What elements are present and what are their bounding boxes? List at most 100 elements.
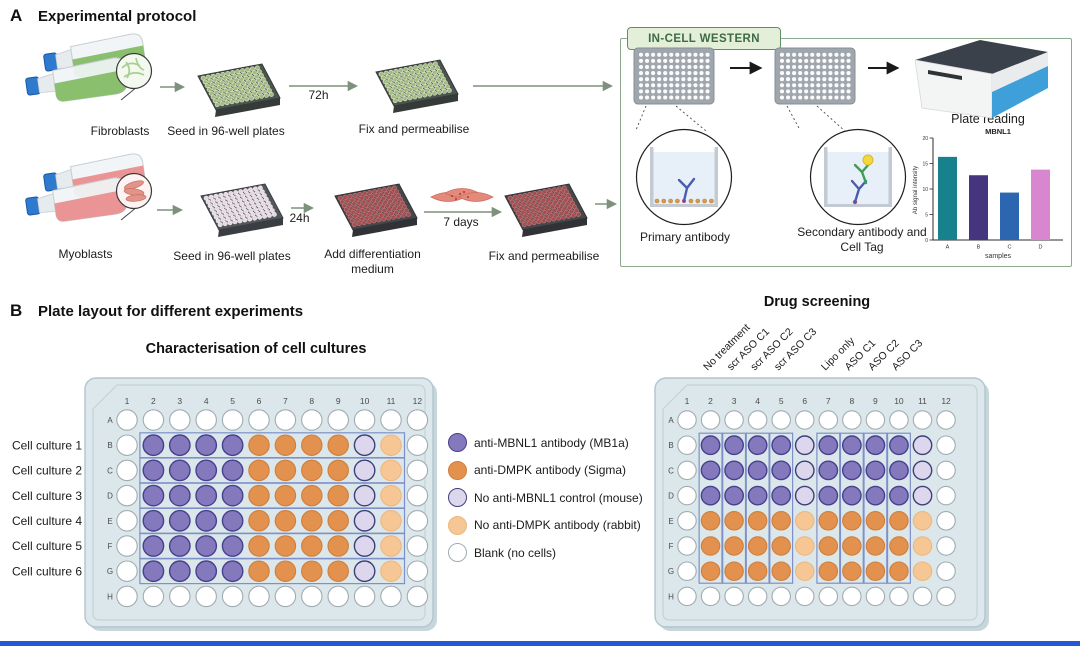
well-characterisation-E11: [380, 510, 402, 532]
well-characterisation-E7: [274, 510, 297, 532]
well-characterisation-H5: [221, 585, 244, 608]
diff-plate-red-icon: [334, 183, 418, 237]
well-characterisation-B2: [142, 434, 165, 457]
col-number-12: 12: [941, 396, 951, 406]
well-characterisation-G5: [221, 560, 244, 583]
svg-text:15: 15: [922, 161, 928, 167]
well-drug-screening-H12: [936, 586, 956, 607]
well-drug-screening-H11: [912, 586, 933, 607]
well-drug-screening-G8: [842, 561, 862, 581]
well-drug-screening-B7: [818, 435, 839, 456]
well-drug-screening-H4: [747, 586, 768, 607]
well-characterisation-D3: [168, 484, 191, 507]
svg-text:5: 5: [925, 212, 928, 218]
well-drug-screening-A11: [912, 410, 933, 430]
well-drug-screening-G6: [794, 561, 815, 581]
well-characterisation-C6: [248, 459, 270, 482]
well-characterisation-H8: [301, 585, 323, 608]
svg-text:0: 0: [925, 238, 928, 244]
well-characterisation-B11: [380, 434, 402, 456]
well-drug-screening-E6: [794, 511, 815, 531]
muscle-fiber-icon: [430, 188, 494, 202]
col-number-6: 6: [257, 396, 262, 406]
col-number-3: 3: [732, 396, 737, 406]
primary-antibody-label: Primary antibody: [639, 230, 731, 244]
icw-plate-2-icon: [774, 47, 856, 105]
well-drug-screening-D5: [771, 485, 792, 506]
well-drug-screening-H1: [677, 586, 697, 607]
legend-label: No anti-DMPK antibody (rabbit): [474, 518, 641, 533]
well-drug-screening-G5: [771, 561, 791, 581]
well-drug-screening-G11: [912, 561, 933, 581]
well-characterisation-A11: [380, 409, 402, 431]
well-characterisation-H4: [195, 585, 217, 608]
row-label: Cell culture 2: [12, 464, 82, 478]
fibroblast-flasks-icon: [25, 33, 153, 102]
bar-cat-label: C: [1008, 245, 1012, 251]
secondary-antibody-label: Secondary antibody and Cell Tag: [797, 225, 927, 254]
row-label: Cell culture 6: [12, 564, 82, 578]
bar-cat-label: D: [1039, 245, 1043, 251]
fibroblasts-label: Fibroblasts: [90, 124, 150, 138]
well-drug-screening-G12: [936, 561, 956, 581]
well-drug-screening-D12: [936, 485, 956, 506]
well-drug-screening-F11: [912, 536, 933, 556]
bar-A: [938, 156, 957, 240]
panel-a-title: Experimental protocol: [38, 8, 197, 25]
legend-swatch-no_dmpk: [448, 515, 467, 535]
col-number-4: 4: [204, 396, 209, 406]
fix-permeabilise-label-2: Fix and permeabilise: [488, 249, 600, 263]
well-characterisation-E6: [248, 510, 270, 532]
legend-swatch-no_mbnl1: [448, 488, 467, 508]
seed-plate-pink-icon: [200, 183, 284, 237]
well-drug-screening-H8: [842, 586, 862, 607]
well-drug-screening-H7: [818, 586, 839, 607]
well-characterisation-F7: [274, 535, 297, 557]
legend-item-mbnl1: anti-MBNL1 antibody (MB1a): [448, 429, 643, 457]
well-drug-screening-H10: [889, 586, 909, 607]
well-characterisation-A12: [406, 409, 429, 431]
well-drug-screening-B10: [889, 435, 909, 456]
well-characterisation-D7: [274, 484, 297, 507]
row-label: Cell culture 1: [12, 438, 82, 452]
well-characterisation-A2: [142, 409, 165, 431]
well-drug-screening-D9: [865, 485, 886, 506]
fibroblast-zoom-circle: [115, 52, 153, 90]
fix-permeabilise-label-1: Fix and permeabilise: [358, 122, 470, 136]
bar-B: [969, 175, 988, 240]
col-number-5: 5: [779, 396, 784, 406]
well-characterisation-A6: [248, 409, 270, 431]
well-drug-screening-A3: [724, 410, 744, 430]
well-characterisation-E2: [142, 509, 165, 532]
well-characterisation-A5: [221, 409, 244, 431]
well-characterisation-D10: [353, 484, 376, 507]
col-number-5: 5: [230, 396, 235, 406]
well-drug-screening-E3: [724, 511, 744, 531]
well-drug-screening-G1: [677, 561, 697, 581]
myoblast-zoom-circle: [115, 172, 153, 210]
well-characterisation-E4: [195, 509, 218, 532]
well-characterisation-F4: [195, 535, 218, 557]
well-characterisation-B10: [353, 434, 376, 457]
well-drug-screening-A12: [936, 410, 956, 430]
well-drug-screening-E12: [936, 511, 956, 531]
seed-plates-label-1: Seed in 96-well plates: [167, 124, 285, 138]
well-drug-screening-C7: [818, 460, 839, 481]
well-drug-screening-B12: [936, 435, 956, 455]
col-number-8: 8: [309, 396, 314, 406]
well-drug-screening-E9: [865, 511, 886, 531]
well-characterisation-G6: [248, 560, 270, 582]
well-drug-screening-H9: [865, 586, 886, 607]
well-characterisation-B9: [327, 434, 349, 456]
well-drug-screening-E2: [700, 511, 721, 531]
well-drug-screening-D1: [677, 485, 697, 506]
well-drug-screening-C3: [724, 460, 744, 481]
well-type-legend: anti-MBNL1 antibody (MB1a) anti-DMPK anti…: [448, 429, 643, 567]
chart-xlabel: samples: [985, 253, 1012, 260]
bar-cat-label: B: [977, 245, 981, 251]
well-characterisation-B3: [168, 434, 191, 457]
panel-a-letter: A: [10, 6, 23, 25]
well-characterisation-E8: [301, 510, 323, 532]
well-drug-screening-B4: [747, 435, 768, 456]
